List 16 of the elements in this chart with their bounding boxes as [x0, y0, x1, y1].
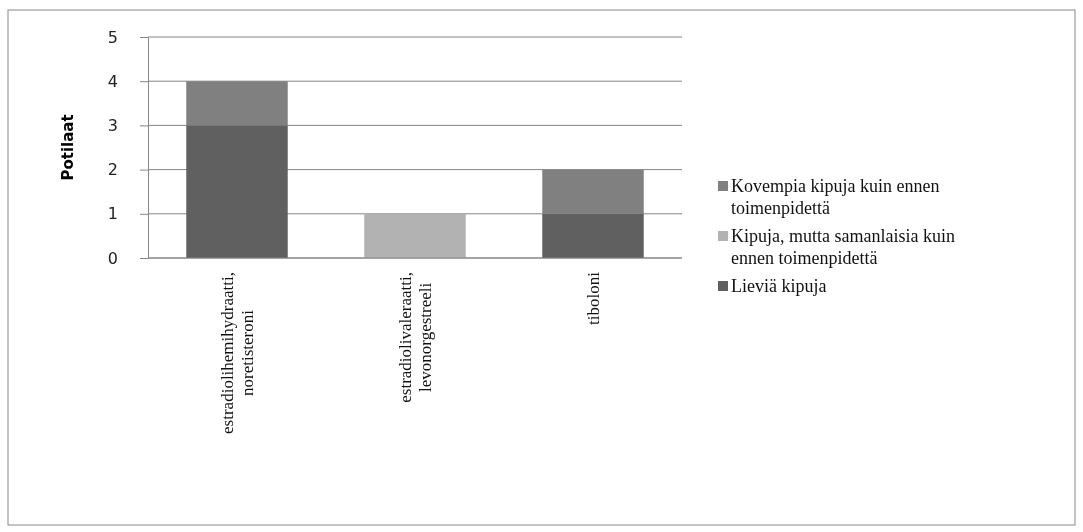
y-tick-label: 0	[107, 248, 118, 268]
y-tick-label: 4	[107, 71, 118, 91]
bar	[542, 213, 644, 258]
legend-label: Kipuja, mutta samanlaisia kuin ennen toimenpidettä	[731, 226, 955, 268]
bar	[364, 213, 466, 258]
y-tick-label: 5	[107, 27, 118, 47]
y-tick-label: 2	[107, 160, 118, 180]
y-tick-label: 3	[107, 116, 118, 136]
bar	[186, 125, 288, 258]
x-tick-label: estradiolivaleraatti, levonorgestreeli	[396, 272, 435, 403]
x-tick-label: estradiolihemihydraatti, noretisteroni	[218, 272, 257, 434]
x-tick-label: tiboloni	[584, 271, 603, 325]
legend-label: Lieviä kipuja	[731, 276, 827, 296]
legend-label: Kovempia kipuja kuin ennen toimenpidettä	[731, 176, 940, 218]
y-axis-title: Potilaat	[59, 114, 77, 181]
y-tick-label: 1	[107, 204, 118, 224]
